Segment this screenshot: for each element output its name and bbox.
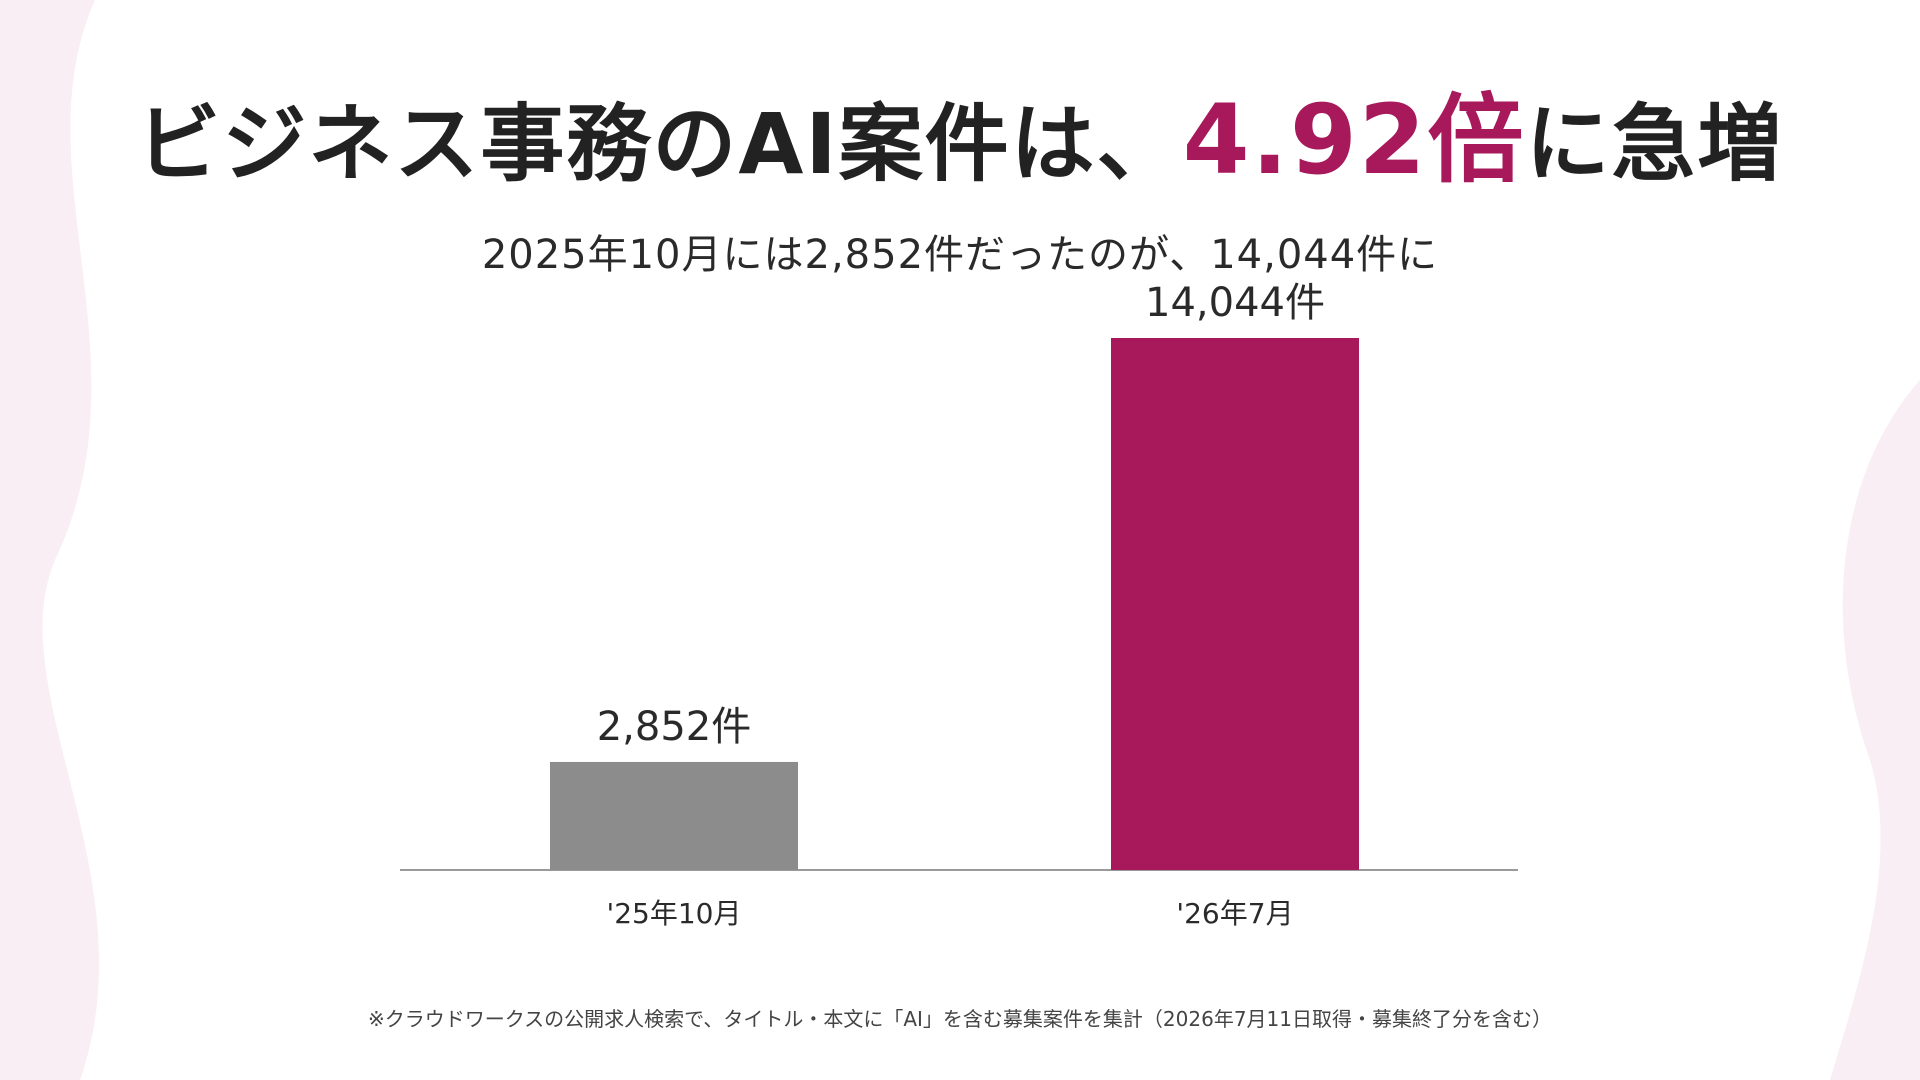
bar-1: [1111, 338, 1359, 870]
right-pink-wave: [1830, 380, 1920, 1080]
title-prefix: ビジネス事務のAI案件は、: [136, 95, 1183, 193]
page-title: ビジネス事務のAI案件は、4.92倍に急増: [0, 62, 1920, 201]
subtitle: 2025年10月には2,852件だったのが、14,044件に: [481, 232, 1439, 278]
footnote: ※クラウドワークスの公開求人検索で、タイトル・本文に「AI」を含む募集案件を集計…: [367, 1007, 1552, 1031]
x-tick-label-0: '25年10月: [607, 897, 742, 930]
x-tick-label-1: '26年7月: [1176, 897, 1293, 930]
bar-0: [550, 761, 798, 870]
data-label-1: 14,044件: [1145, 280, 1325, 326]
title-suffix: に急増: [1525, 95, 1784, 193]
data-label-0: 2,852件: [597, 704, 752, 750]
left-pink-wave: [0, 0, 100, 1080]
title-highlight: 4.92倍: [1182, 84, 1526, 196]
